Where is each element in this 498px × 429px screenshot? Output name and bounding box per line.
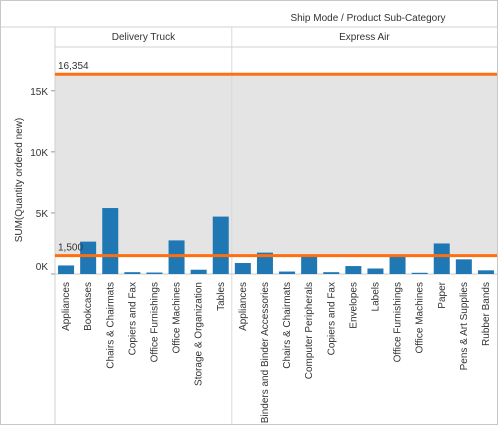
pane-header: Express Air	[339, 32, 390, 43]
y-tick-label: 10K	[30, 148, 48, 159]
y-axis-label: SUM(Quantity ordered new)	[14, 118, 25, 243]
bar	[102, 208, 119, 274]
y-tick-label: 0K	[36, 262, 49, 273]
x-tick-label: Tables	[216, 282, 227, 311]
x-tick-label: Chairs & Chairmats	[282, 282, 293, 369]
bar	[168, 240, 185, 274]
x-tick-label: Paper	[437, 281, 448, 308]
bar	[256, 252, 273, 274]
bar	[477, 270, 494, 274]
x-tick-label: Copiers and Fax	[127, 282, 138, 355]
x-tick-label: Chairs & Chairmats	[105, 282, 116, 369]
bar	[58, 265, 75, 274]
x-tick-label: Office Furnishings	[393, 282, 404, 362]
x-tick-label: Computer Peripherals	[304, 282, 315, 379]
bar	[301, 255, 318, 274]
x-tick-label: Rubber Bands	[481, 282, 492, 346]
x-axis-labels: Appliances Bookcases Chairs & Chairmats Cop…	[61, 281, 492, 423]
x-tick-label: Office Furnishings	[149, 282, 160, 362]
chart-title: Ship Mode / Product Sub-Category	[290, 13, 445, 24]
reference-lines: 16,354 1,500	[55, 61, 497, 258]
bar	[323, 272, 340, 274]
y-axis: 0K 5K 10K 15K	[30, 87, 55, 275]
bar	[389, 255, 406, 274]
bar	[433, 243, 450, 274]
bar	[411, 272, 428, 274]
x-tick-label: Office Machines	[415, 282, 426, 354]
pane-header: Delivery Truck	[112, 32, 176, 43]
reference-band	[55, 74, 497, 256]
y-tick-label: 5K	[36, 209, 49, 220]
reference-line-label: 1,500	[58, 243, 83, 254]
reference-line-label: 16,354	[58, 61, 89, 72]
x-tick-label: Envelopes	[348, 282, 359, 329]
bar	[80, 241, 97, 274]
x-tick-label: Appliances	[61, 282, 72, 331]
bar	[212, 216, 229, 274]
bar	[345, 266, 362, 274]
bar	[367, 268, 384, 274]
x-tick-label: Storage & Organization	[194, 282, 205, 386]
bar	[234, 263, 251, 274]
x-tick-label: Binders and Binder Accessories	[260, 282, 271, 423]
x-tick-label: Appliances	[238, 282, 249, 331]
x-tick-label: Pens & Art Supplies	[459, 282, 470, 370]
bars	[58, 208, 494, 274]
bar	[190, 269, 207, 274]
x-tick-label: Bookcases	[83, 282, 94, 331]
reference-band-layer	[55, 74, 497, 256]
x-tick-label: Labels	[370, 282, 381, 311]
bar	[455, 259, 472, 274]
x-tick-label: Office Machines	[172, 282, 183, 354]
bar	[279, 271, 296, 274]
bar	[146, 272, 163, 274]
x-tick-label: Copiers and Fax	[326, 282, 337, 355]
bar	[124, 272, 141, 274]
y-tick-label: 15K	[30, 87, 48, 98]
